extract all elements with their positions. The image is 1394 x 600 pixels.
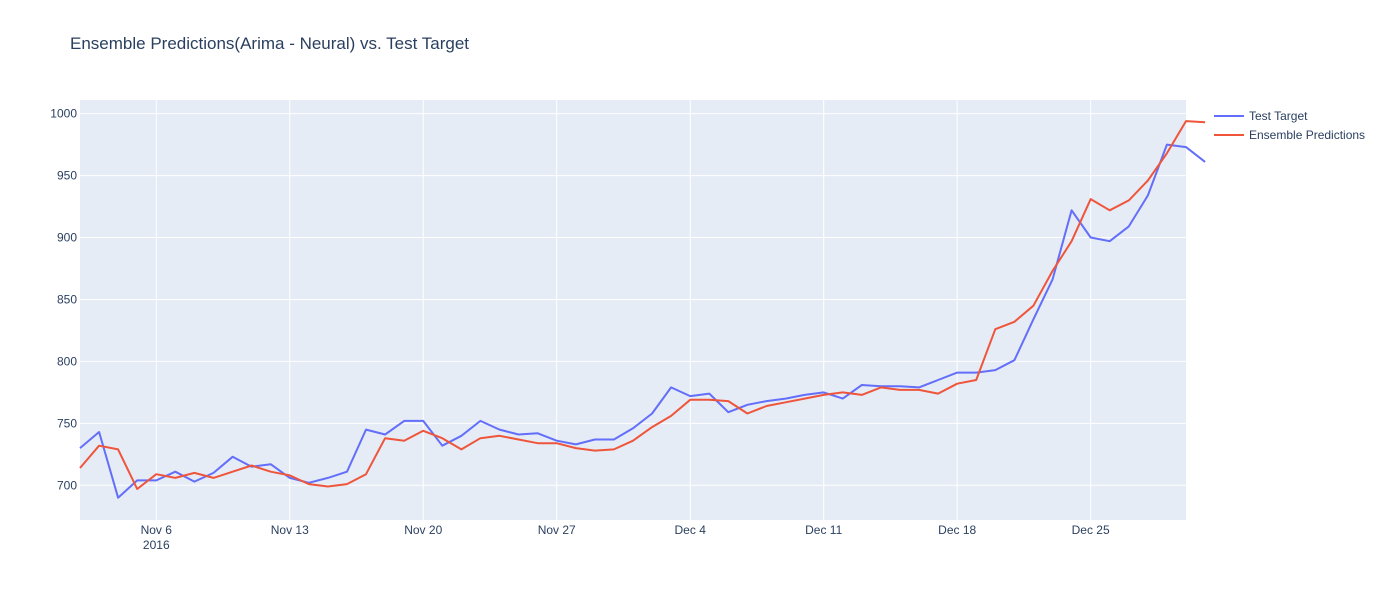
x-tick-label: Nov 20 (404, 523, 442, 537)
x-tick-label: Dec 11 (805, 523, 842, 537)
legend-item-test-target[interactable]: Test Target (1214, 106, 1365, 125)
series-layer (79, 120, 1206, 499)
legend: Test Target Ensemble Predictions (1214, 106, 1365, 144)
y-tick-label: 800 (57, 354, 77, 368)
legend-item-ensemble-predictions[interactable]: Ensemble Predictions (1214, 125, 1365, 144)
legend-label-test-target: Test Target (1249, 108, 1308, 123)
grid-layer (80, 100, 1186, 520)
x-tick-label: Nov 27 (538, 523, 576, 537)
x-tick-sublabel: 2016 (143, 538, 170, 552)
y-tick-label: 700 (57, 478, 77, 492)
x-tick-label: Dec 25 (1072, 523, 1110, 537)
legend-swatch-test-target (1214, 114, 1244, 117)
y-tick-label: 750 (57, 416, 77, 430)
chart-title: Ensemble Predictions(Arima - Neural) vs.… (70, 34, 470, 53)
x-tick-label: Dec 4 (675, 523, 707, 537)
y-tick-label: 950 (57, 169, 77, 183)
legend-swatch-ensemble-predictions (1214, 133, 1244, 136)
series-line-ensemble-predictions[interactable] (79, 120, 1206, 490)
x-tick-label: Nov 13 (271, 523, 309, 537)
series-line-test-target[interactable] (79, 143, 1206, 499)
y-tick-label: 900 (57, 231, 77, 245)
plot-background (80, 100, 1186, 520)
legend-label-ensemble-predictions: Ensemble Predictions (1249, 127, 1366, 142)
x-tick-label: Dec 18 (938, 523, 976, 537)
y-tick-label: 850 (57, 292, 77, 306)
x-tick-label: Nov 6 (141, 523, 173, 537)
y-tick-label: 1000 (50, 107, 77, 121)
